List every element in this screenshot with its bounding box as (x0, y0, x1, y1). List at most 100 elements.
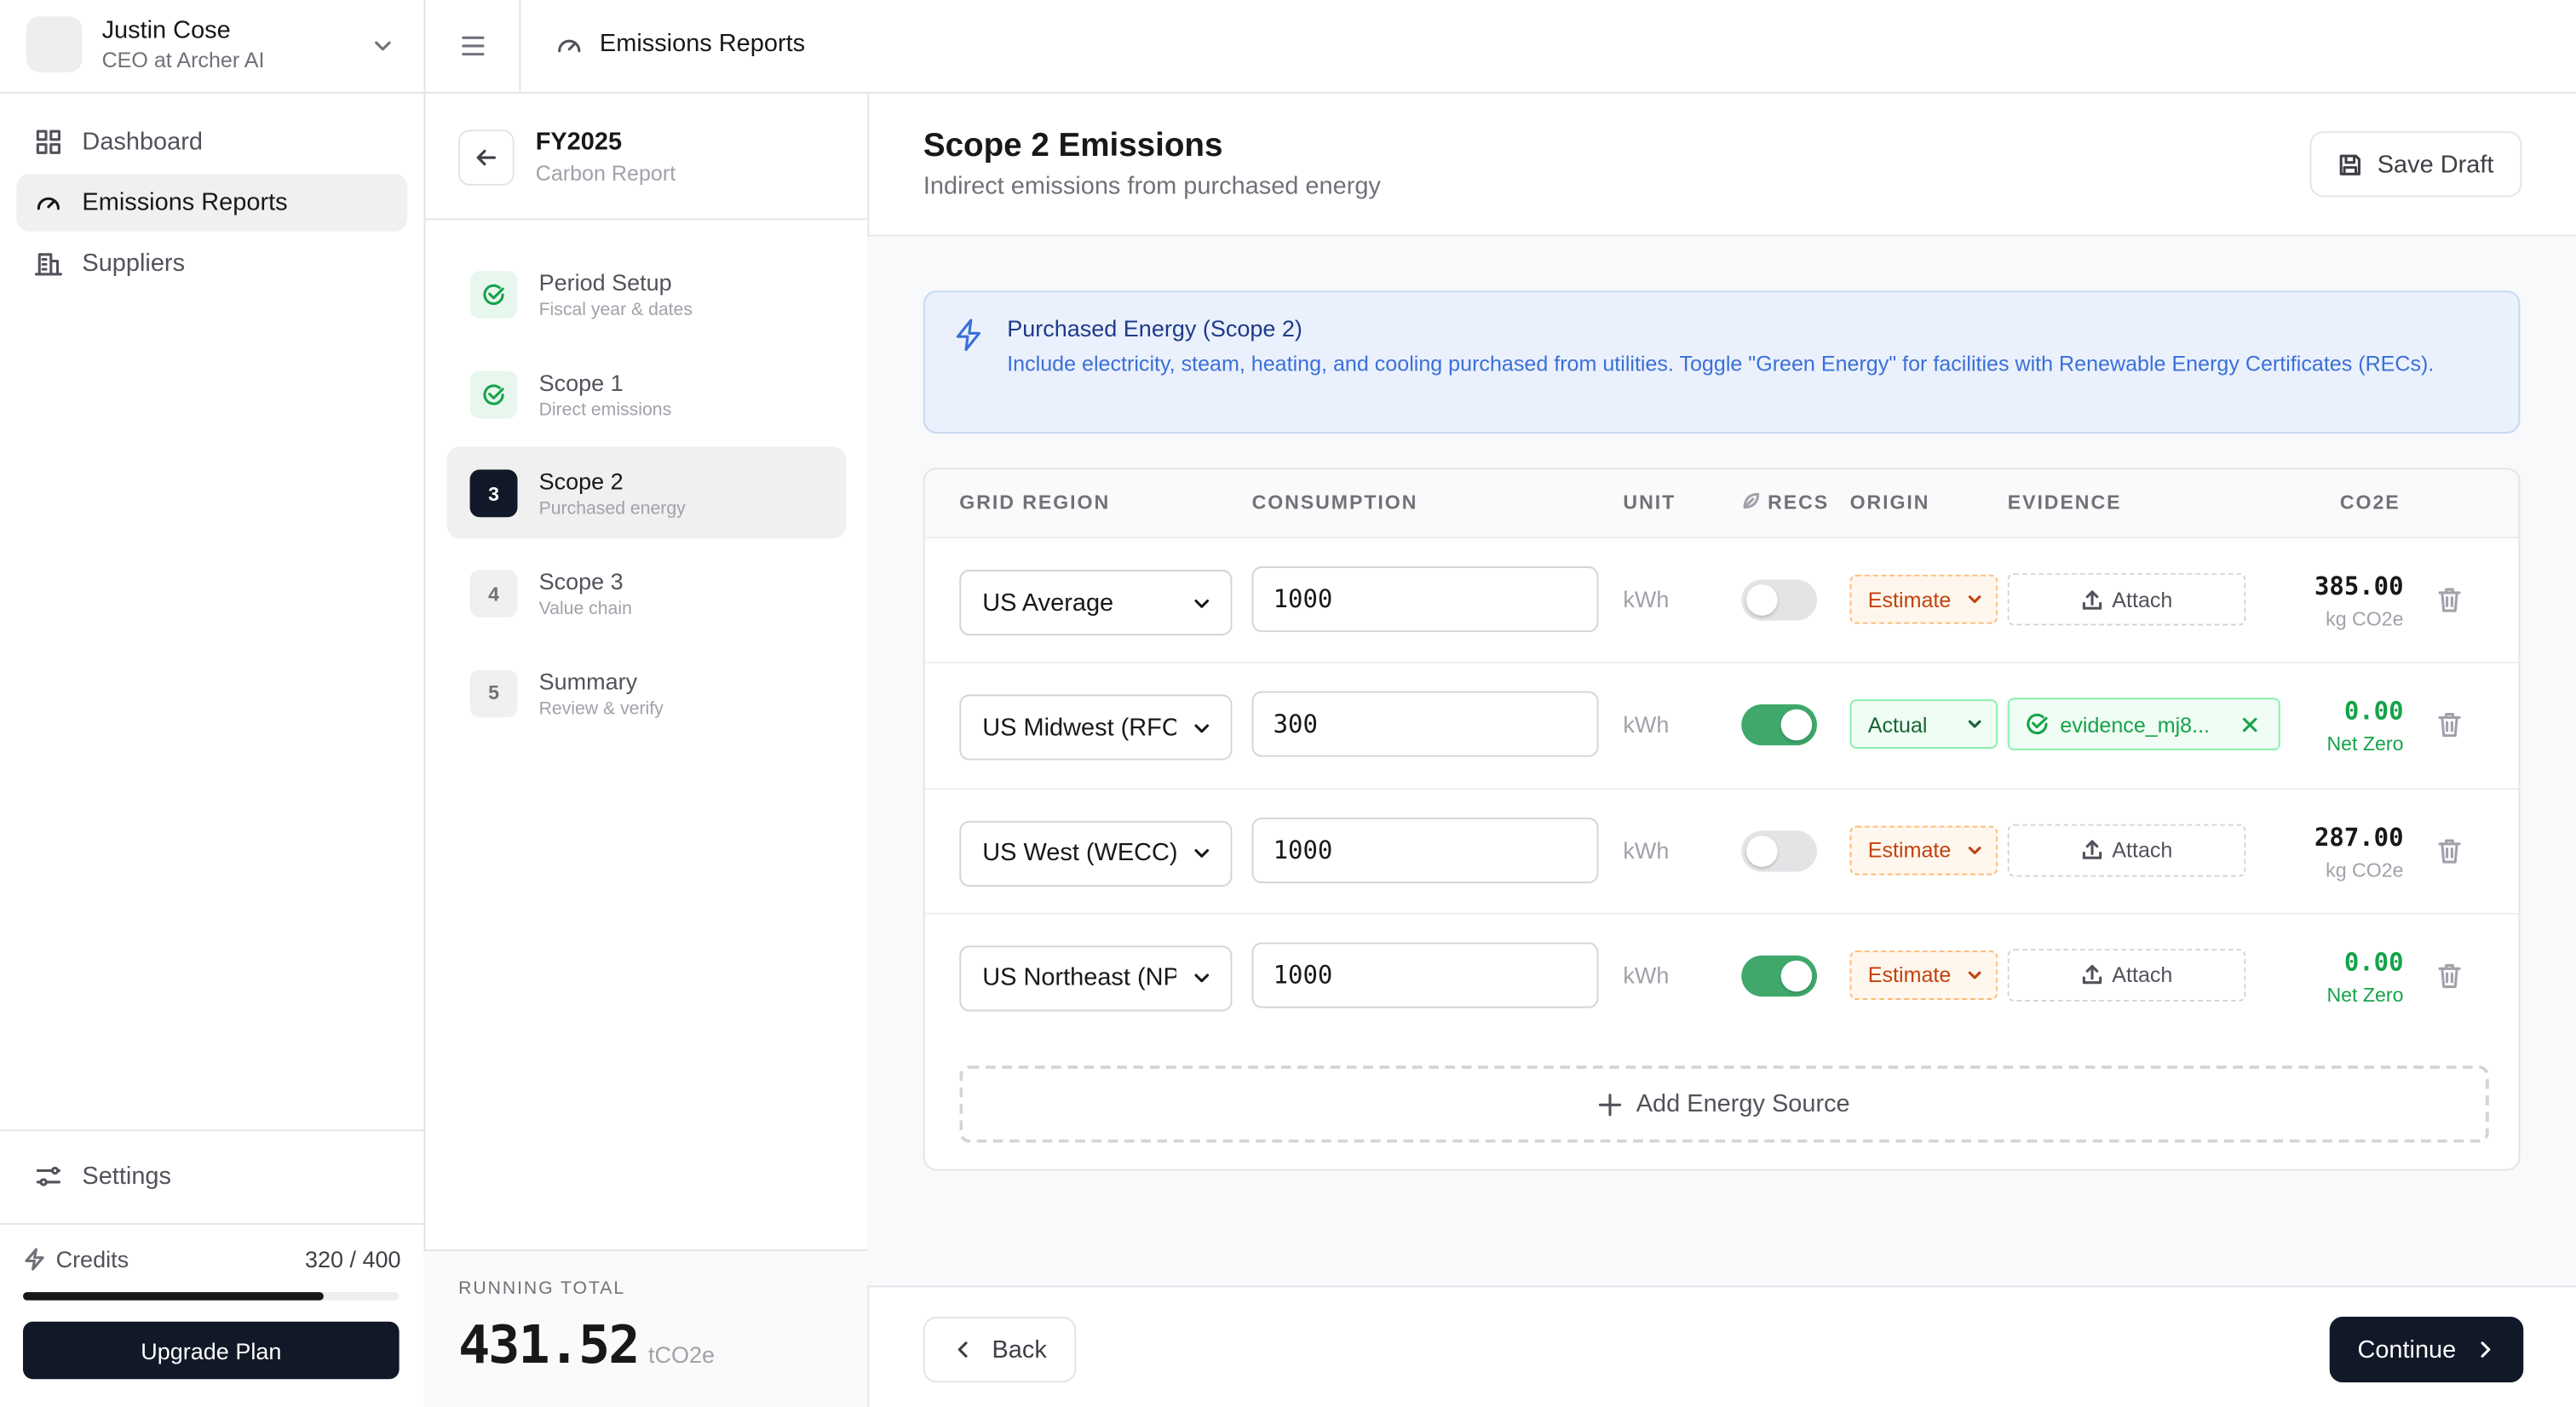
step[interactable]: 3 Scope 2 Purchased energy (446, 447, 847, 540)
consumption-input[interactable]: 300 (1251, 692, 1599, 758)
origin-select[interactable]: Estimate (1849, 950, 1998, 1000)
sidebar: Justin Cose CEO at Archer AI Dashboard E… (0, 0, 426, 1407)
save-icon (2339, 153, 2361, 175)
chevron-down (1968, 595, 1981, 604)
nav-item[interactable]: Dashboard (16, 113, 407, 170)
menu-toggle[interactable] (458, 32, 488, 61)
section-header: Scope 2 Emissions Indirect emissions fro… (867, 92, 2576, 237)
chevron-down (1194, 724, 1210, 732)
delete-button[interactable] (2435, 960, 2464, 990)
region-select[interactable]: US Northeast (NPCC) (959, 945, 1233, 1012)
recs-toggle[interactable] (1741, 830, 1817, 871)
origin-value: Estimate (1867, 587, 1952, 612)
step-description: Fiscal year & dates (538, 300, 693, 320)
origin-select[interactable]: Estimate (1849, 574, 1998, 624)
region-value: US Northeast (NPCC) (982, 964, 1176, 993)
step[interactable]: 4 Scope 3 Value chain (447, 547, 847, 639)
unit: kWh (1623, 586, 1670, 613)
unit: kWh (1623, 836, 1670, 864)
divider (0, 91, 424, 94)
step-label: Summary (538, 668, 638, 695)
settings-icon (36, 1166, 60, 1186)
delete-button[interactable] (2435, 709, 2464, 739)
step-description: Value chain (538, 599, 632, 619)
info-icon (956, 319, 980, 352)
step-label: Scope 1 (538, 369, 624, 395)
running-total-value: 431.52 (458, 1313, 640, 1376)
continue-label: Continue (2357, 1335, 2457, 1364)
settings-label: Settings (82, 1162, 171, 1191)
nav-item[interactable]: Emissions Reports (16, 174, 408, 232)
region-select[interactable]: US West (WECC) (959, 820, 1233, 887)
continue-button[interactable]: Continue (2329, 1317, 2524, 1383)
co2e-note: kg CO2e (2326, 607, 2404, 631)
region-value: US Average (982, 589, 1114, 617)
report-title: FY2025 (535, 128, 623, 157)
consumption-input[interactable]: 1000 (1251, 817, 1599, 883)
step[interactable]: Period Setup Fiscal year & dates (447, 248, 847, 340)
step[interactable]: Scope 1 Direct emissions (447, 347, 847, 439)
origin-select[interactable]: Actual (1849, 699, 1998, 749)
running-total: RUNNING TOTAL 431.52 tCO2e (423, 1249, 868, 1407)
divider (519, 0, 521, 92)
divider (0, 1129, 424, 1132)
back-arrow-button[interactable] (458, 129, 515, 186)
region-select[interactable]: US Midwest (RFC) (959, 694, 1233, 761)
co2e-value: 0.00 (2343, 696, 2404, 726)
region-select[interactable]: US Average (959, 569, 1233, 636)
recs-toggle[interactable] (1741, 955, 1817, 996)
step-label: Scope 3 (538, 568, 624, 595)
consumption-input[interactable]: 1000 (1251, 942, 1599, 1008)
recs-toggle[interactable] (1741, 704, 1817, 746)
origin-select[interactable]: Estimate (1849, 824, 1998, 875)
recs-toggle[interactable] (1741, 579, 1817, 621)
nav-item[interactable]: Suppliers (16, 235, 407, 292)
upgrade-button[interactable]: Upgrade Plan (22, 1321, 400, 1380)
divider (0, 1223, 424, 1226)
credits-value: 320 / 400 (304, 1246, 401, 1272)
toggle-knob (1746, 584, 1778, 616)
chevron-right (2481, 1341, 2491, 1358)
evidence-name: evidence_mj8... (2060, 712, 2211, 738)
user-role: CEO at Archer AI (101, 47, 265, 72)
user-menu-chevron[interactable] (371, 34, 394, 57)
upload-icon (2082, 589, 2102, 609)
section-subtitle: Indirect emissions from purchased energy (923, 172, 1381, 201)
step-number: 4 (469, 570, 518, 617)
column-header: EVIDENCE (2007, 491, 2122, 514)
attach-label: Attach (2112, 587, 2173, 612)
avatar (26, 16, 83, 72)
footer: Back Continue (867, 1285, 2576, 1407)
nav-icon (36, 129, 60, 154)
origin-value: Estimate (1867, 837, 1952, 863)
info-box: Purchased Energy (Scope 2) Include elect… (923, 290, 2521, 434)
nav-label: Dashboard (82, 128, 203, 157)
back-button[interactable]: Back (923, 1317, 1077, 1383)
delete-button[interactable] (2435, 835, 2464, 864)
settings-link[interactable]: Settings (16, 1147, 407, 1204)
delete-button[interactable] (2435, 584, 2464, 614)
column-header: CO2E (2339, 491, 2401, 514)
step[interactable]: 5 Summary Review & verify (447, 646, 847, 738)
attach-button[interactable]: Attach (2007, 572, 2246, 626)
attach-button[interactable]: Attach (2007, 948, 2246, 1002)
region-value: US West (WECC) (982, 839, 1176, 868)
attach-button[interactable]: Attach (2007, 823, 2246, 876)
attach-label: Attach (2112, 837, 2173, 863)
nav-icon (34, 253, 62, 276)
upload-icon (2082, 965, 2102, 985)
add-source-label: Add Energy Source (1636, 1089, 1850, 1118)
save-draft-button[interactable]: Save Draft (2309, 131, 2522, 198)
running-total-row: 431.52 tCO2e (458, 1313, 715, 1375)
consumption-input[interactable]: 1000 (1251, 566, 1599, 633)
nav-icon (37, 197, 60, 210)
evidence-file[interactable]: evidence_mj8... (2007, 698, 2280, 751)
top-bar: Emissions Reports (423, 0, 2576, 94)
toggle-knob (1780, 960, 1813, 992)
back-label: Back (992, 1335, 1047, 1364)
unit: kWh (1623, 962, 1670, 989)
co2e-value: 0.00 (2343, 947, 2404, 977)
remove-icon[interactable] (2241, 715, 2259, 733)
toggle-knob (1746, 835, 1778, 867)
add-source-button[interactable]: Add Energy Source (959, 1065, 2489, 1143)
